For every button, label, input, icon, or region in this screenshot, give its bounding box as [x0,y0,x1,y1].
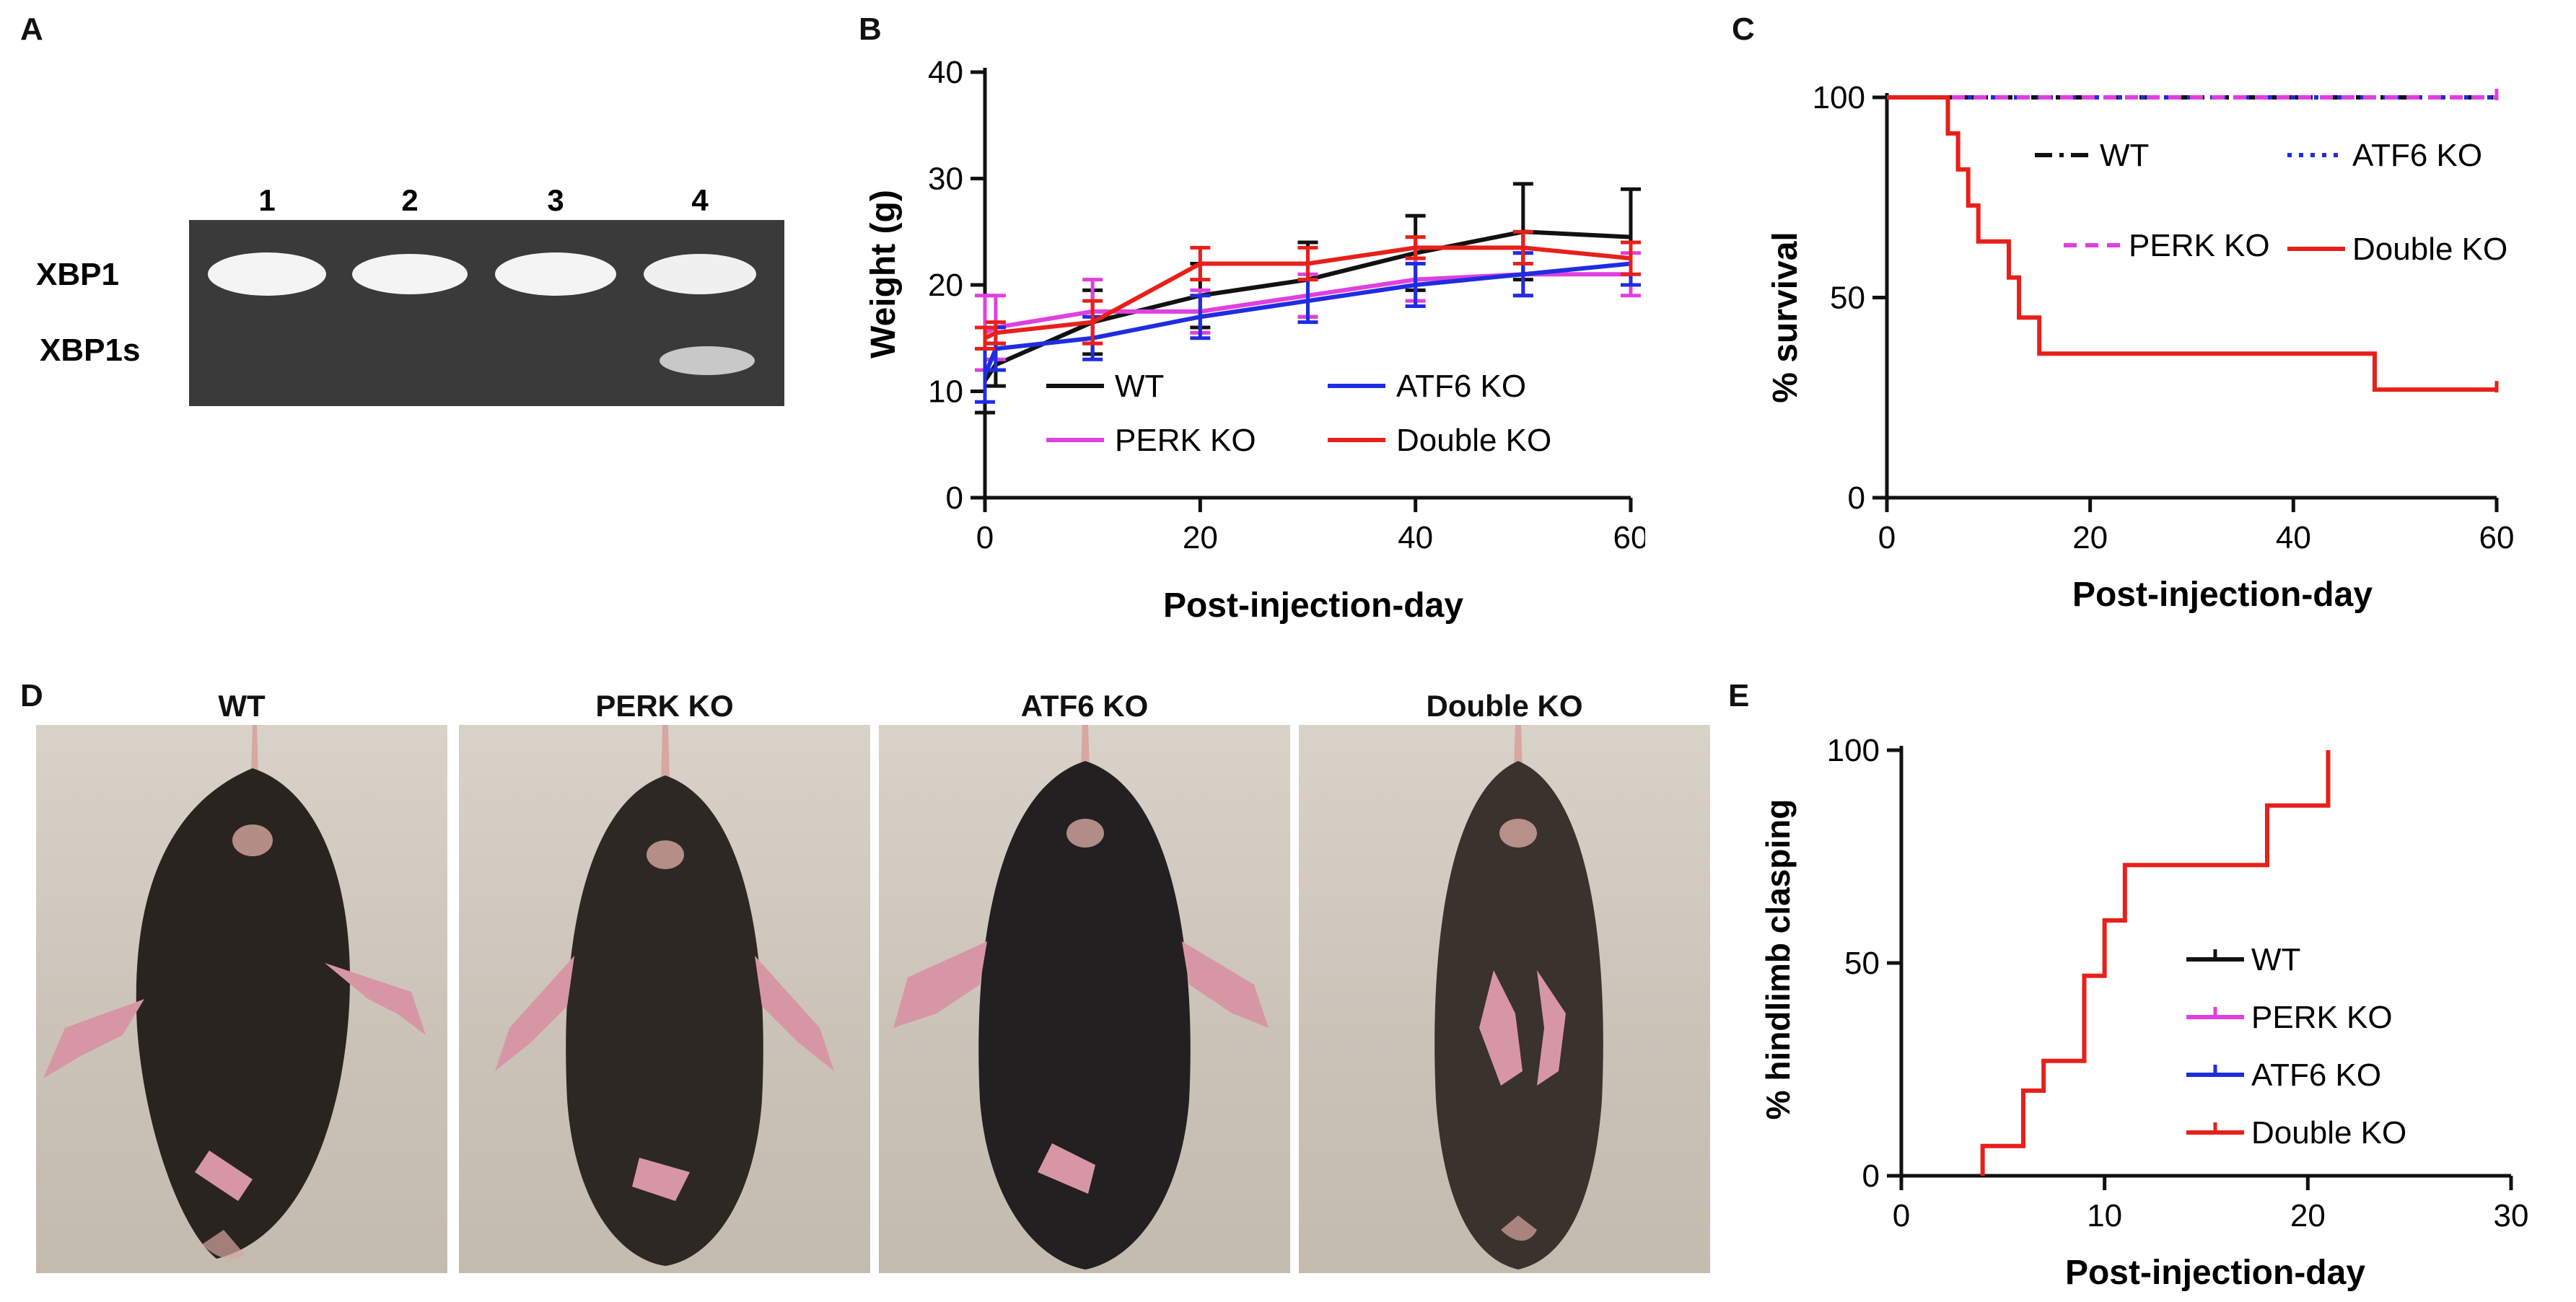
clasping-chart-y-tick-label: 0 [1862,1158,1880,1194]
weight-chart: 0 20 40 60 0 10 20 30 40 Post-injection-day Weig… [864,55,1645,625]
weight-chart-y-tick-label: 30 [928,162,963,197]
photo-title-atf6: ATF6 KO [1020,689,1149,723]
mouse-photo-perk [459,725,870,1273]
weight-chart-y-tick-label: 20 [928,268,963,303]
survival-legend-label: ATF6 KO [2352,138,2482,173]
weight-legend-label: ATF6 KO [1396,369,1526,404]
clasping-chart-marks [1980,750,2331,1176]
survival-legend-label: Double KO [2352,232,2507,267]
gel-band-lane4-xbp1s [660,346,755,375]
survival-chart-y-tick-label: 50 [1830,281,1865,316]
survival-chart-x-tick-label: 0 [1878,520,1896,555]
survival-chart-axes: 0 20 40 60 0 50 100 [1813,80,2515,555]
clasping-chart-xlabel: Post-injection-day [2065,1254,2365,1292]
survival-series-double-ko [1887,95,2497,392]
panel-label-d: D [20,678,43,713]
gel-image [189,220,784,406]
clasping-chart-x-tick-label: 20 [2290,1198,2326,1233]
weight-chart-y-tick-label: 40 [928,55,963,90]
lane-number: 3 [547,183,564,217]
weight-chart-ylabel: Weight (g) [864,190,903,359]
survival-chart-x-tick-label: 60 [2479,520,2515,555]
clasping-legend-label: WT [2251,942,2300,977]
photo-title-double: Double KO [1426,689,1583,723]
survival-chart-legend: WT ATF6 KO PERK KO Double KO [2035,138,2507,267]
weight-chart-x-tick-label: 40 [1398,520,1433,555]
clasping-legend-label: PERK KO [2251,1000,2393,1035]
weight-chart-y-tick-label: 10 [928,374,963,410]
band-label-xbp1s: XBP1s [40,333,140,368]
panel-label-b: B [859,12,882,47]
lane-number: 2 [401,183,418,217]
lane-number: 4 [691,183,709,217]
weight-chart-axes: 0 20 40 60 0 10 20 30 40 [928,55,1645,555]
clasping-chart-x-tick-label: 30 [2494,1198,2529,1233]
photo-title-perk: PERK KO [595,689,734,723]
panel-label-e: E [1728,678,1750,713]
weight-chart-legend: WT ATF6 KO PERK KO Double KO [1046,369,1551,458]
panel-label-a: A [20,12,43,47]
survival-chart-ylabel: % survival [1766,232,1805,403]
weight-chart-x-tick-label: 60 [1613,520,1645,555]
mouse-photo-atf6 [879,725,1290,1273]
weight-legend-label: WT [1115,369,1164,404]
weight-chart-x-tick-label: 20 [1183,520,1218,555]
clasping-chart-y-tick-label: 100 [1827,733,1880,768]
survival-chart-xlabel: Post-injection-day [2072,576,2373,614]
weight-series-double-ko [983,245,1631,340]
gel-band-lane4-xbp1 [644,254,756,294]
mouse-photo-wt [36,725,447,1273]
clasping-legend-label: Double KO [2251,1115,2406,1151]
weight-legend-label: PERK KO [1115,423,1256,458]
clasping-legend-label: ATF6 KO [2251,1057,2381,1093]
survival-chart-y-tick-label: 0 [1848,480,1865,516]
survival-chart-x-tick-label: 40 [2276,520,2311,555]
weight-series-atf6-ko [983,261,1631,377]
gel-band-lane3-xbp1 [495,252,616,296]
clasping-series-double-ko [1980,750,2331,1176]
survival-legend-label: WT [2100,138,2149,173]
photo-title-wt: WT [218,689,266,723]
survival-legend-label: PERK KO [2129,228,2270,263]
weight-chart-x-tick-label: 0 [976,520,994,555]
gel-band-lane2-xbp1 [352,254,468,294]
lane-number: 1 [258,183,275,217]
clasping-chart-x-tick-label: 10 [2087,1198,2122,1233]
survival-chart-x-tick-label: 20 [2072,520,2108,555]
clasping-chart-axes: 0 10 20 30 0 50 100 [1827,733,2529,1233]
weight-legend-label: Double KO [1396,423,1551,458]
clasping-chart-y-tick-label: 50 [1844,946,1880,981]
clasping-chart-x-tick-label: 0 [1893,1198,1910,1233]
band-label-xbp1: XBP1 [36,257,119,292]
mouse-photo-double [1299,725,1710,1273]
gel-band-lane1-xbp1 [208,252,326,296]
survival-chart: 0 20 40 60 0 50 100 Post-injection-day % survi… [1766,80,2515,614]
clasping-chart-legend: WT PERK KO ATF6 KO Double KO [2186,942,2406,1151]
panel-label-c: C [1732,12,1755,47]
survival-chart-marks [1887,89,2499,393]
weight-series-wt [983,229,1631,382]
weight-chart-y-tick-label: 0 [946,480,963,516]
clasping-chart-ylabel: % hindlimb clasping [1759,799,1797,1120]
weight-chart-marks [975,182,1641,415]
survival-chart-y-tick-label: 100 [1813,80,1865,115]
weight-chart-xlabel: Post-injection-day [1163,586,1463,625]
clasping-chart: 0 10 20 30 0 50 100 Post-injection-day % hindl… [1759,733,2529,1292]
gel-panel: 1 2 3 4 XBP1 XBP1s [36,183,784,406]
